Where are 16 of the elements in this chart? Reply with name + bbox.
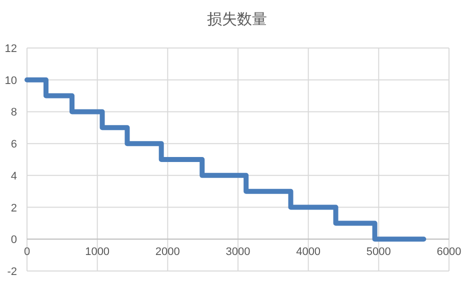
y-tick-label: 10 xyxy=(4,74,17,87)
x-tick-label: 4000 xyxy=(296,246,321,258)
x-tick-label: 0 xyxy=(24,246,30,258)
x-tick-label: 6000 xyxy=(436,246,462,258)
y-tick-label: 4 xyxy=(10,170,17,182)
x-tick-label: 1000 xyxy=(85,246,110,258)
x-tick-label: 5000 xyxy=(366,246,391,258)
y-tick-label: 0 xyxy=(10,234,17,246)
y-tick-label: -2 xyxy=(7,266,17,278)
chart-title: 损失数量 xyxy=(207,11,267,28)
y-tick-label: 12 xyxy=(4,43,17,55)
x-tick-label: 2000 xyxy=(155,246,180,258)
x-tick-label: 3000 xyxy=(226,246,250,258)
y-tick-label: 8 xyxy=(10,106,17,119)
y-tick-label: 6 xyxy=(10,138,17,151)
y-tick-label: 2 xyxy=(10,202,17,214)
